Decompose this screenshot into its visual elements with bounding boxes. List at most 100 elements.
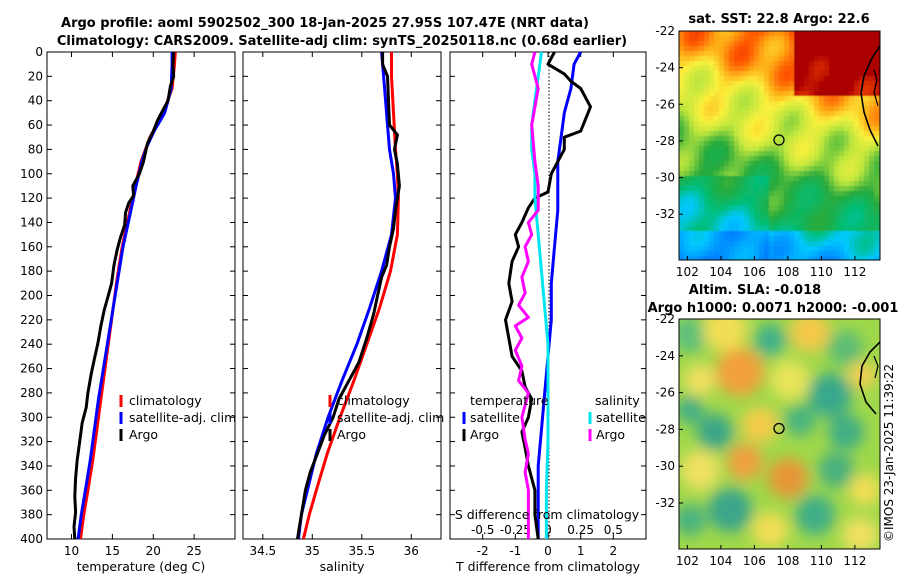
sst-cell xyxy=(729,106,735,112)
sst-cell xyxy=(854,106,860,112)
sst-cell xyxy=(719,201,725,207)
sst-cell xyxy=(719,196,725,202)
sst-cell xyxy=(699,146,705,152)
sst-cell xyxy=(734,66,740,72)
x-tick-label: 20 xyxy=(146,544,161,558)
sst-cell xyxy=(684,161,690,167)
sst-cell xyxy=(739,166,745,172)
sst-cell xyxy=(794,196,800,202)
sst-cell xyxy=(779,76,785,82)
sst-cell xyxy=(799,116,805,122)
sst-cell xyxy=(749,111,755,117)
sst-cell xyxy=(689,101,695,107)
sst-cell xyxy=(694,186,700,192)
sst-cell xyxy=(719,86,725,92)
sst-cell xyxy=(859,56,865,62)
sst-cell xyxy=(719,256,725,260)
sst-cell xyxy=(759,166,765,172)
sst-cell xyxy=(729,166,735,172)
sst-cell xyxy=(684,196,690,202)
sst-cell xyxy=(849,186,855,192)
sst-cell xyxy=(779,201,785,207)
sst-cell xyxy=(809,206,815,212)
sst-cell xyxy=(704,241,710,247)
sst-cell xyxy=(744,141,750,147)
sst-cell xyxy=(784,216,790,222)
sst-cell xyxy=(739,136,745,142)
sst-map-frame xyxy=(678,30,881,261)
sst-cell xyxy=(694,151,700,157)
sst-cell xyxy=(839,186,845,192)
depth-tick-label: 120 xyxy=(20,191,43,205)
sst-cell xyxy=(734,56,740,62)
sst-cell xyxy=(849,216,855,222)
sst-cell xyxy=(799,151,805,157)
sst-cell xyxy=(789,246,795,252)
sst-cell xyxy=(829,246,835,252)
sst-cell xyxy=(719,91,725,97)
sst-cell xyxy=(679,81,685,87)
sst-cell xyxy=(869,216,875,222)
sst-cell xyxy=(714,51,720,57)
sst-cell xyxy=(834,86,840,92)
sst-cell xyxy=(809,76,815,82)
sst-cell xyxy=(754,151,760,157)
sst-cell xyxy=(849,171,855,177)
sst-cell xyxy=(739,66,745,72)
sst-cell xyxy=(739,56,745,62)
sst-cell xyxy=(709,141,715,147)
sst-cell xyxy=(814,191,820,197)
sst-cell xyxy=(839,181,845,187)
depth-tick-label: 140 xyxy=(20,215,43,229)
sst-cell xyxy=(679,256,685,260)
sst-cell xyxy=(839,161,845,167)
sst-cell xyxy=(729,86,735,92)
sst-cell xyxy=(809,126,815,132)
sst-cell xyxy=(684,131,690,137)
sst-cell xyxy=(759,161,765,167)
sst-cell xyxy=(834,166,840,172)
sst-cell xyxy=(844,246,850,252)
sst-cell xyxy=(714,211,720,217)
sst-cell xyxy=(729,176,735,182)
sst-cell xyxy=(829,256,835,260)
sst-cell xyxy=(774,116,780,122)
sst-cell xyxy=(774,106,780,112)
sst-cell xyxy=(779,101,785,107)
sst-cell xyxy=(809,196,815,202)
sst-cell xyxy=(839,256,845,260)
sst-cell xyxy=(809,171,815,177)
sst-cell xyxy=(734,131,740,137)
sst-cell xyxy=(684,201,690,207)
sst-cell xyxy=(844,176,850,182)
sst-cell xyxy=(804,181,810,187)
sst-cell xyxy=(729,201,735,207)
sst-cell xyxy=(784,201,790,207)
sst-cell xyxy=(814,231,820,237)
sst-cell xyxy=(704,101,710,107)
sst-cell xyxy=(834,201,840,207)
sst-cell xyxy=(754,246,760,252)
sst-cell xyxy=(784,156,790,162)
sst-cell xyxy=(754,171,760,177)
sst-cell xyxy=(759,121,765,127)
sst-cell xyxy=(869,231,875,237)
sst-cell xyxy=(864,196,870,202)
sst-cell xyxy=(864,31,870,37)
sst-cell xyxy=(684,236,690,242)
sst-cell xyxy=(789,121,795,127)
sst-cell xyxy=(834,31,840,37)
sst-cell xyxy=(834,146,840,152)
sst-cell xyxy=(809,41,815,47)
sst-cell xyxy=(839,111,845,117)
sst-cell xyxy=(809,151,815,157)
sst-cell xyxy=(864,41,870,47)
sst-cell xyxy=(694,156,700,162)
sst-cell xyxy=(779,131,785,137)
sst-cell xyxy=(744,96,750,102)
sst-cell xyxy=(844,131,850,137)
sst-cell xyxy=(819,141,825,147)
sst-cell xyxy=(749,31,755,37)
sst-cell xyxy=(804,51,810,57)
sst-cell xyxy=(694,161,700,167)
